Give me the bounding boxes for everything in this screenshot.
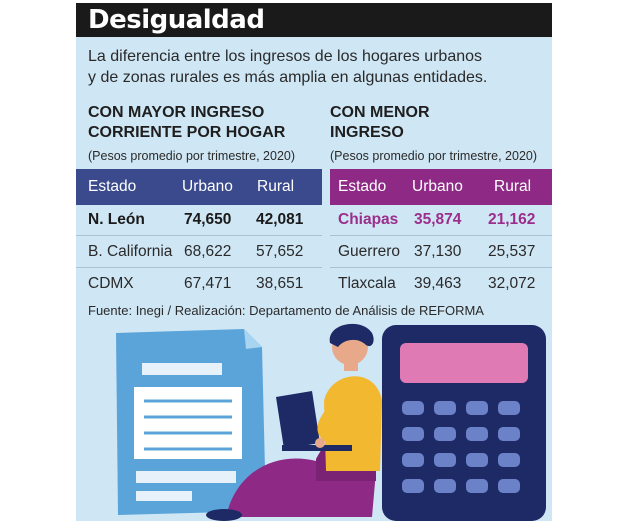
left-row-1-estado: N. León — [88, 211, 145, 228]
right-table-heading: CON MENOR INGRESO — [330, 103, 430, 143]
right-heading-line-1: CON MENOR — [330, 104, 430, 121]
left-col-rural: Rural — [257, 178, 295, 195]
left-heading-line-1: CON MAYOR INGRESO — [88, 104, 265, 121]
calculator-icon — [382, 325, 546, 521]
right-col-urbano: Urbano — [412, 178, 463, 195]
left-row-2-rural: 57,652 — [256, 243, 304, 260]
left-row-1-rural: 42,081 — [256, 211, 304, 228]
right-row-1-estado: Chiapas — [338, 211, 399, 228]
left-row-3-estado: CDMX — [88, 275, 134, 292]
right-row-2-urbano: 37,130 — [414, 243, 462, 260]
right-row-3-estado: Tlaxcala — [338, 275, 396, 292]
left-heading-line-2: CORRIENTE POR HOGAR — [88, 124, 286, 141]
left-row-2-urbano: 68,622 — [184, 243, 232, 260]
infographic-card: Desigualdad La diferencia entre los ingr… — [76, 3, 552, 521]
document-icon — [116, 329, 266, 515]
intro-text: La diferencia entre los ingresos de los … — [88, 46, 548, 88]
left-divider-2 — [76, 267, 322, 268]
source-note: Fuente: Inegi / Realización: Departament… — [88, 303, 484, 318]
right-row-3-urbano: 39,463 — [414, 275, 462, 292]
right-heading-line-2: INGRESO — [330, 124, 404, 141]
right-row-2-rural: 25,537 — [488, 243, 536, 260]
left-row-1-urbano: 74,650 — [184, 211, 232, 228]
left-divider-1 — [76, 235, 322, 236]
title-bar: Desigualdad — [76, 3, 552, 37]
left-table-subtitle: (Pesos promedio por trimestre, 2020) — [88, 149, 296, 163]
intro-line-2: y de zonas rurales es más amplia en algu… — [88, 69, 488, 86]
right-col-estado: Estado — [338, 178, 387, 195]
right-row-1-urbano: 35,874 — [414, 211, 462, 228]
intro-line-1: La diferencia entre los ingresos de los … — [88, 48, 483, 65]
right-table-header: Estado Urbano Rural — [330, 169, 552, 205]
left-row-3-rural: 38,651 — [256, 275, 304, 292]
left-row-2-estado: B. California — [88, 243, 173, 260]
right-col-rural: Rural — [494, 178, 532, 195]
illustration — [116, 323, 546, 521]
right-table-subtitle: (Pesos promedio por trimestre, 2020) — [330, 149, 538, 163]
left-row-3-urbano: 67,471 — [184, 275, 232, 292]
left-col-estado: Estado — [88, 178, 137, 195]
right-divider-1 — [330, 235, 552, 236]
right-row-3-rural: 32,072 — [488, 275, 536, 292]
right-divider-2 — [330, 267, 552, 268]
left-table-header: Estado Urbano Rural — [76, 169, 322, 205]
left-col-urbano: Urbano — [182, 178, 233, 195]
person-with-laptop-icon — [206, 323, 382, 521]
right-row-1-rural: 21,162 — [488, 211, 536, 228]
left-table-heading: CON MAYOR INGRESO CORRIENTE POR HOGAR — [88, 103, 285, 143]
right-row-2-estado: Guerrero — [338, 243, 401, 260]
page-title: Desigualdad — [88, 5, 265, 35]
